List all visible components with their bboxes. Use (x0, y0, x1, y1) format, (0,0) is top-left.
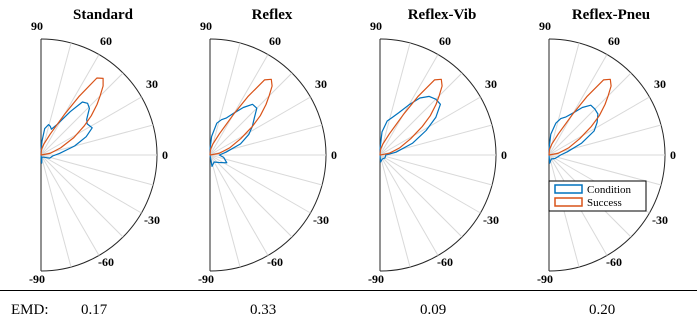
emd-value-reflex-pneu: 0.20 (589, 302, 615, 318)
grid-spoke (209, 154, 269, 256)
grid-spoke (40, 54, 100, 156)
theta-tick-label: 30 (315, 77, 327, 91)
theta-tick-label: 60 (269, 34, 281, 48)
theta-tick-label: 0 (331, 148, 337, 162)
theta-tick-label: 30 (654, 77, 666, 91)
emd-label: EMD: (11, 302, 49, 318)
theta-tick-label: 0 (501, 148, 507, 162)
theta-tick-label: 60 (439, 34, 451, 48)
panel-standard: Standard 90 60 30 0 -30 -60 -90 (29, 7, 168, 286)
legend-success-swatch (554, 197, 583, 207)
theta-tick-label: -90 (537, 272, 553, 286)
emd-value-standard: 0.17 (81, 302, 108, 318)
theta-tick-label: 60 (100, 34, 112, 48)
grid-spoke (209, 154, 293, 238)
grid-spoke (379, 154, 439, 256)
grid-spoke (209, 154, 311, 214)
grid-spoke (548, 96, 650, 156)
grid-spoke (209, 42, 241, 156)
panel-plot-reflex-vib: 90 60 30 0 -30 -60 -90 (368, 19, 507, 286)
grid-spoke (40, 154, 154, 186)
grid-spoke (40, 154, 72, 268)
grid-spoke (379, 124, 493, 156)
theta-tick-label: 30 (146, 77, 158, 91)
grid-spoke (209, 154, 323, 186)
panel-reflex-pneu: Reflex-Pneu 90 60 30 0 -30 -60 -90 (537, 7, 676, 286)
series-success-outline (379, 78, 443, 156)
legend: Condition Success (548, 180, 647, 212)
theta-tick-label: -30 (483, 213, 499, 227)
grid-spoke (40, 124, 154, 156)
theta-tick-label: 30 (485, 77, 497, 91)
grid-spoke (40, 154, 124, 238)
theta-tick-label: -30 (313, 213, 329, 227)
series-condition-outline (209, 103, 258, 167)
panel-title-standard: Standard (73, 7, 134, 23)
theta-tick-label: 0 (670, 148, 676, 162)
theta-tick-label: -60 (606, 255, 622, 269)
emd-value-reflex-vib: 0.09 (420, 302, 446, 318)
theta-tick-label: -90 (29, 272, 45, 286)
grid-spoke (209, 154, 241, 268)
grid-spoke (548, 124, 662, 156)
series-success-outline (209, 78, 273, 156)
panel-title-reflex: Reflex (252, 7, 293, 23)
theta-tick-label: -90 (368, 272, 384, 286)
grid-spoke (40, 72, 124, 156)
grid-spoke (379, 72, 463, 156)
series-condition-outline (548, 104, 599, 164)
emd-value-reflex: 0.33 (250, 302, 276, 318)
theta-tick-label: -30 (652, 213, 668, 227)
theta-tick-label: 90 (370, 19, 382, 33)
legend-success-label: Success (587, 197, 622, 209)
theta-tick-label: 90 (200, 19, 212, 33)
grid-spoke (379, 96, 481, 156)
grid-spoke (209, 96, 311, 156)
theta-tick-label: 0 (162, 148, 168, 162)
grid-spoke (40, 96, 142, 156)
panel-reflex-vib: Reflex-Vib 90 60 30 0 -30 -60 -90 (368, 7, 507, 286)
theta-tick-label: -90 (198, 272, 214, 286)
theta-tick-label: -30 (144, 213, 160, 227)
grid-spoke (379, 154, 493, 186)
grid-spoke (40, 154, 142, 214)
grid-spoke (209, 72, 293, 156)
grid-spoke (40, 154, 100, 256)
grid-spoke (209, 124, 323, 156)
grid-spoke (548, 72, 632, 156)
theta-tick-label: -60 (267, 255, 283, 269)
grid-spoke (379, 154, 411, 268)
panel-reflex: Reflex 90 60 30 0 -30 -60 -90 (198, 7, 337, 286)
series-condition-outline (379, 95, 441, 163)
grid-spoke (40, 42, 72, 156)
grid-spoke (548, 42, 580, 156)
panel-plot-standard: 90 60 30 0 -30 -60 -90 (29, 19, 168, 286)
legend-condition-swatch (554, 184, 583, 194)
series-success-outline (548, 78, 612, 156)
panel-plot-reflex: 90 60 30 0 -30 -60 -90 (198, 19, 337, 286)
legend-condition-label: Condition (587, 184, 632, 196)
grid-spoke (548, 54, 608, 156)
panel-title-reflex-pneu: Reflex-Pneu (572, 7, 650, 23)
theta-tick-label: 90 (539, 19, 551, 33)
series-condition-outline (40, 101, 93, 164)
grid-spoke (209, 54, 269, 156)
theta-tick-label: 60 (608, 34, 620, 48)
theta-tick-label: -60 (437, 255, 453, 269)
grid-spoke (548, 154, 662, 186)
theta-tick-label: -60 (98, 255, 114, 269)
grid-spoke (379, 154, 481, 214)
grid-spoke (379, 154, 463, 238)
panel-title-reflex-vib: Reflex-Vib (408, 7, 477, 23)
theta-tick-label: 90 (31, 19, 43, 33)
series-success-outline (40, 77, 104, 156)
grid-spoke (379, 42, 411, 156)
panel-plot-reflex-pneu: 90 60 30 0 -30 -60 -90 (537, 19, 676, 286)
